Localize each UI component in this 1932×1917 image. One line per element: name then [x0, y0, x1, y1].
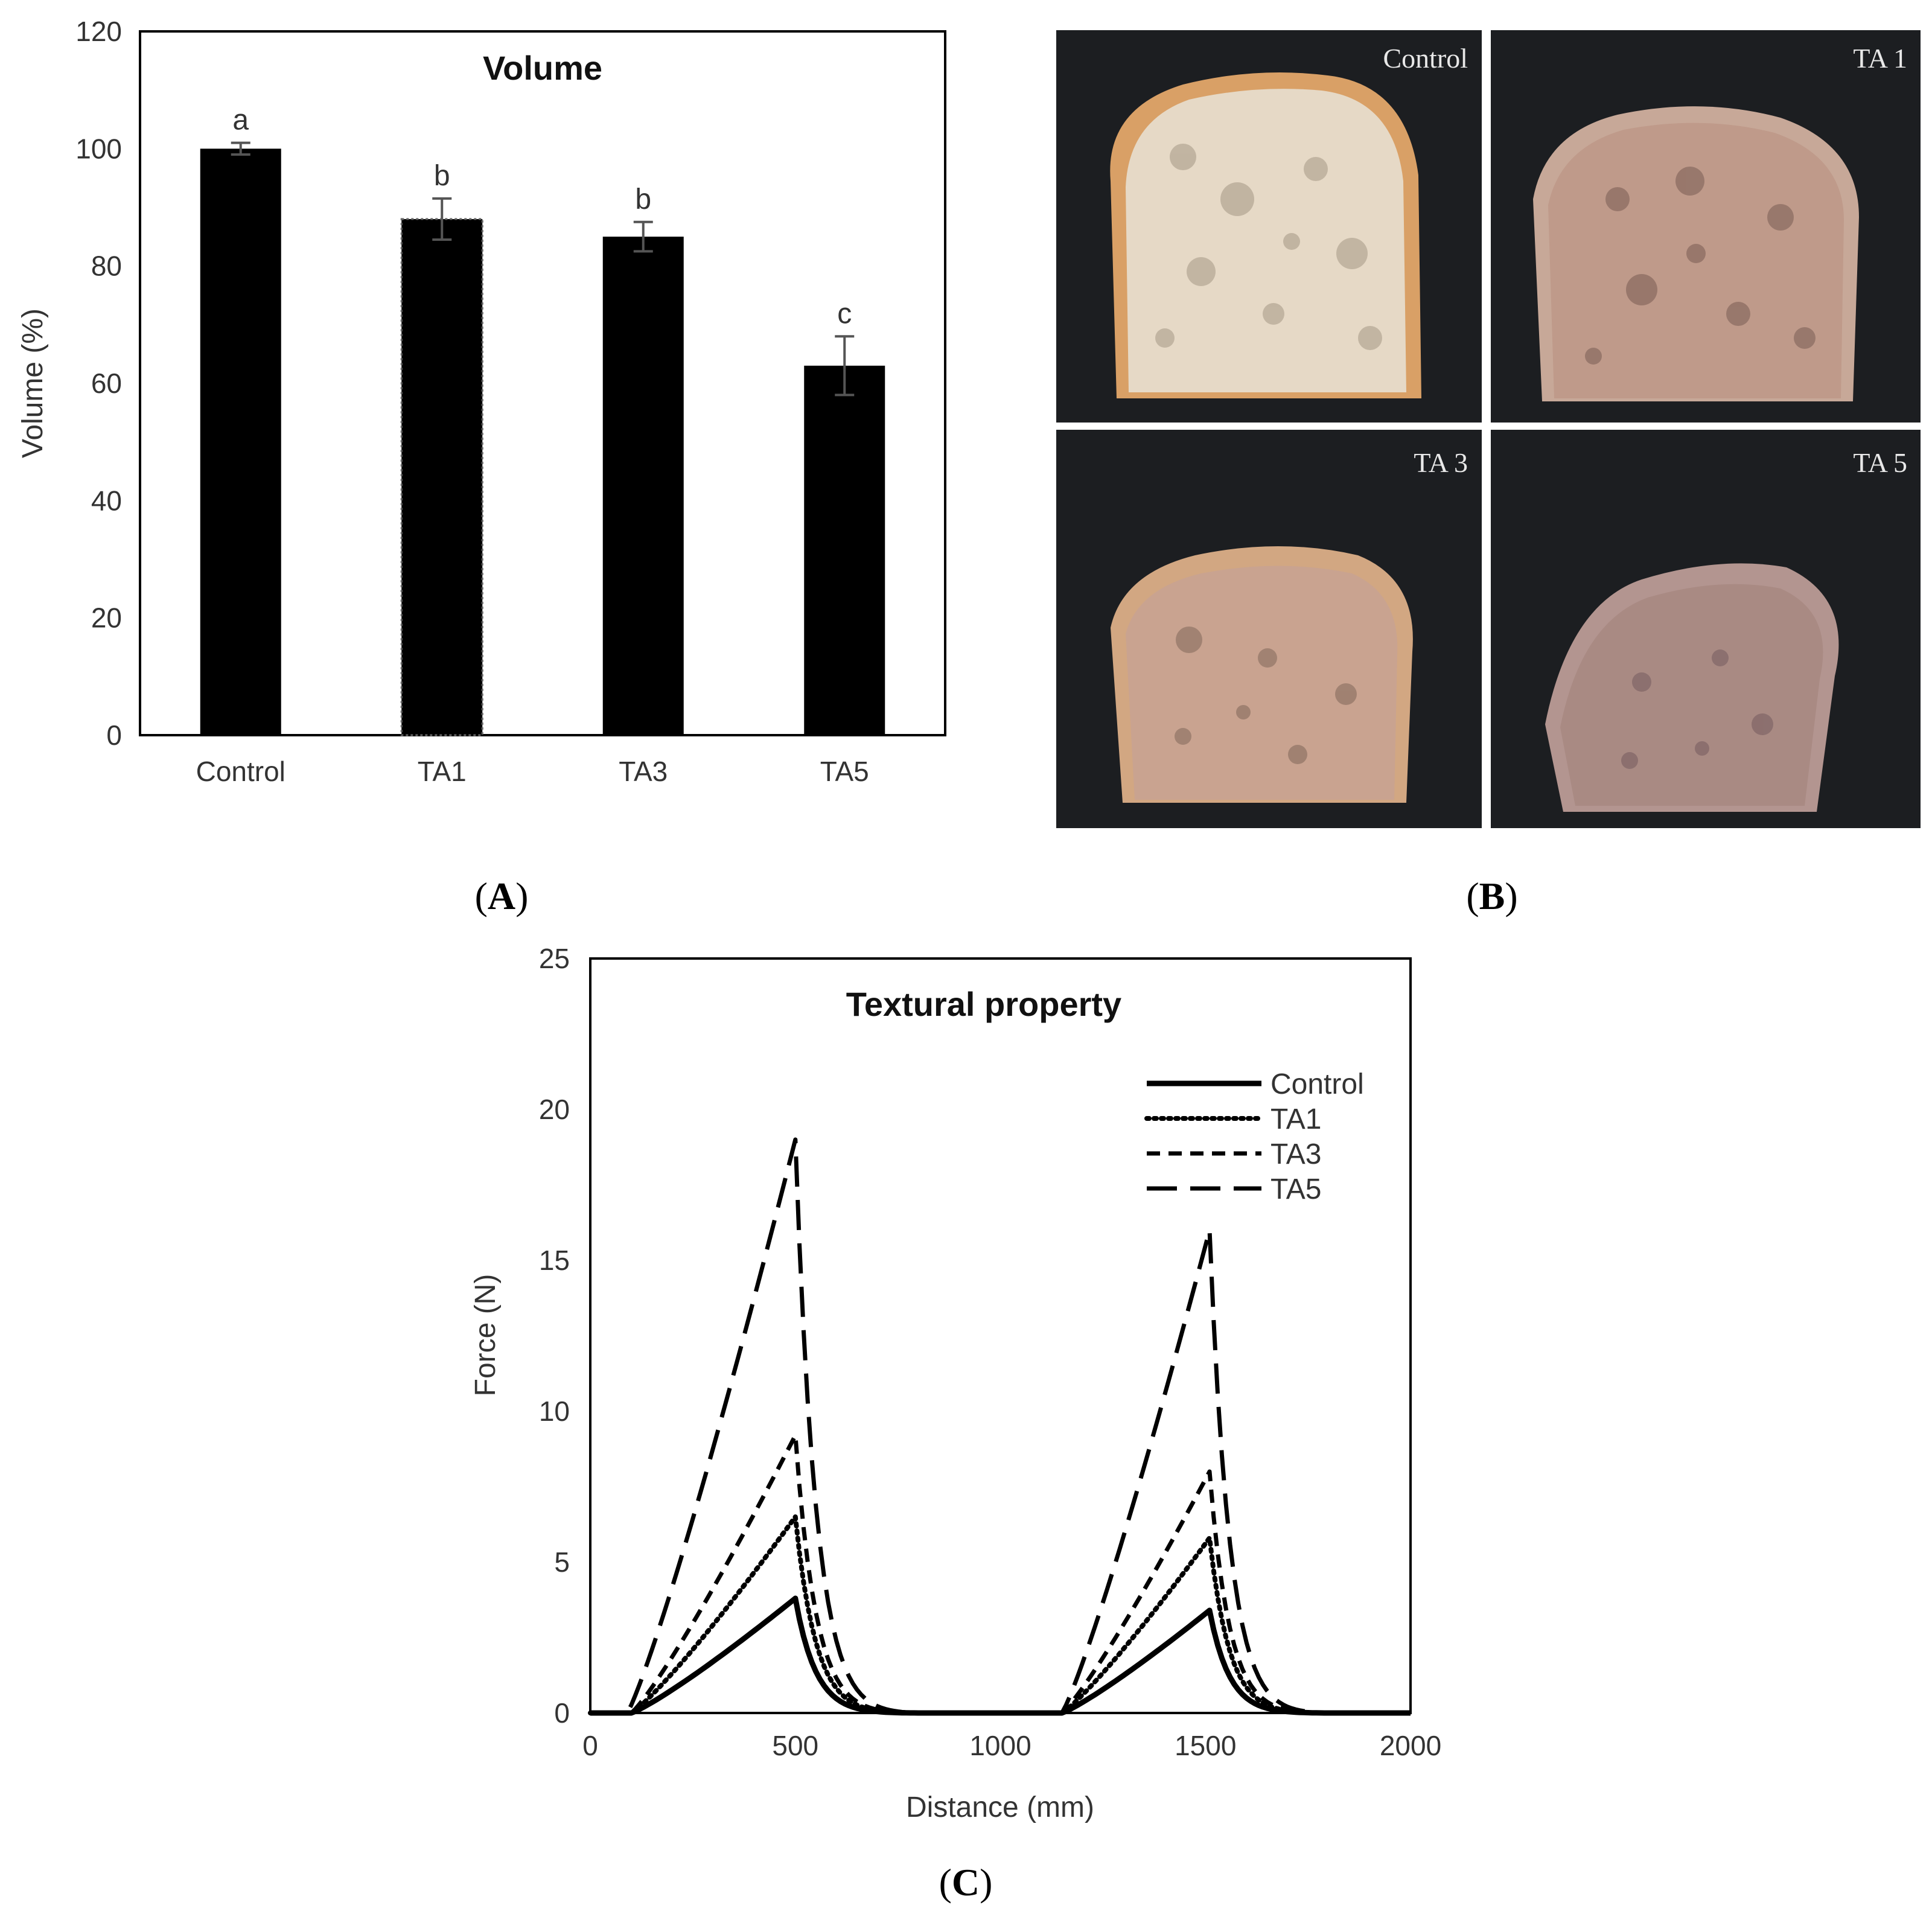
y-tick-label: 20: [91, 602, 122, 634]
volume-bar-chart: Volume Volume (%) 0 20 40 60 80 100 120 a b b c C…: [17, 16, 946, 787]
y-tick-label: 80: [91, 250, 122, 282]
x-axis-label-distance: Distance (mm): [906, 1791, 1094, 1823]
x-tick-label: 1500: [1175, 1730, 1236, 1761]
bar-ta1: [400, 218, 483, 736]
x-tick-label: 0: [582, 1730, 598, 1761]
x-tick-label: 500: [772, 1730, 818, 1761]
error-bar-control: [231, 141, 250, 156]
series-lines: [588, 1137, 1413, 1716]
y-axis-label-volume: Volume (%): [17, 308, 49, 458]
series-line-ta3: [590, 1433, 1411, 1715]
significance-label: b: [635, 183, 651, 215]
y-tick-label: 5: [554, 1546, 570, 1578]
x-tick-label: 2000: [1380, 1730, 1441, 1761]
photo-ta1: TA 1: [1491, 30, 1921, 423]
legend-label-control: Control: [1270, 1068, 1364, 1100]
panel-label-c: (C): [939, 1861, 993, 1904]
error-bar-ta5: [835, 335, 855, 397]
y-tick-label: 0: [554, 1697, 570, 1729]
series-line-control: [590, 1595, 1411, 1716]
y-tick-label: 60: [91, 368, 122, 399]
significance-label: c: [837, 298, 852, 330]
y-tick-label: 10: [539, 1395, 570, 1427]
y-tick-label: 20: [539, 1094, 570, 1125]
plot-frame-a: [139, 30, 946, 736]
photo-label-ta1: TA 1: [1853, 43, 1907, 74]
bar-control: [200, 148, 281, 736]
photo-ta3: TA 3: [1056, 430, 1482, 828]
y-tick-labels-c: 0 5 10 15 20 25: [539, 943, 570, 1729]
error-bar-ta1: [432, 197, 452, 241]
x-tick-label: TA1: [418, 756, 467, 787]
chart-title-volume: Volume: [483, 49, 602, 87]
photo-control: Control: [1056, 30, 1482, 423]
legend-label-ta5: TA5: [1270, 1173, 1321, 1205]
error-bar-ta3: [633, 220, 653, 253]
y-tick-labels-a: 0 20 40 60 80 100 120: [75, 16, 122, 751]
photo-label-ta3: TA 3: [1414, 447, 1468, 478]
x-tick-label: TA3: [619, 756, 668, 787]
bread-photos: Control TA 1 TA 3: [1056, 30, 1921, 828]
bar-ta5: [804, 365, 885, 735]
panel-label-a: (A): [475, 875, 529, 917]
y-tick-label: 40: [91, 485, 122, 516]
legend-label-ta3: TA3: [1270, 1138, 1321, 1170]
photo-label-control: Control: [1383, 43, 1468, 74]
y-tick-label: 120: [75, 16, 122, 47]
x-tick-labels-a: Control TA1 TA3 TA5: [196, 756, 869, 787]
panel-label-b: (B): [1466, 875, 1517, 917]
texture-line-chart: Textural property Force (N) Distance (mm…: [470, 943, 1441, 1823]
y-tick-label: 100: [75, 133, 122, 164]
photo-label-ta5: TA 5: [1853, 447, 1907, 478]
x-tick-label: TA5: [820, 756, 869, 787]
y-axis-label-force: Force (N): [470, 1274, 502, 1397]
y-tick-label: 0: [106, 719, 122, 751]
x-tick-label: 1000: [969, 1730, 1031, 1761]
y-tick-label: 25: [539, 943, 570, 974]
photo-ta5: TA 5: [1491, 430, 1921, 828]
significance-label: b: [434, 160, 450, 192]
series-line-ta1: [588, 1514, 1413, 1715]
series-line-ta5: [590, 1137, 1411, 1715]
chart-title-texture: Textural property: [846, 985, 1121, 1023]
bars-group: a b b c: [200, 104, 885, 736]
x-tick-label: Control: [196, 756, 285, 787]
significance-label: a: [232, 104, 249, 136]
legend-label-ta1: TA1: [1270, 1103, 1321, 1135]
bar-ta3: [602, 237, 684, 735]
x-tick-labels-c: 0 500 1000 1500 2000: [582, 1730, 1441, 1761]
y-tick-label: 15: [539, 1245, 570, 1276]
